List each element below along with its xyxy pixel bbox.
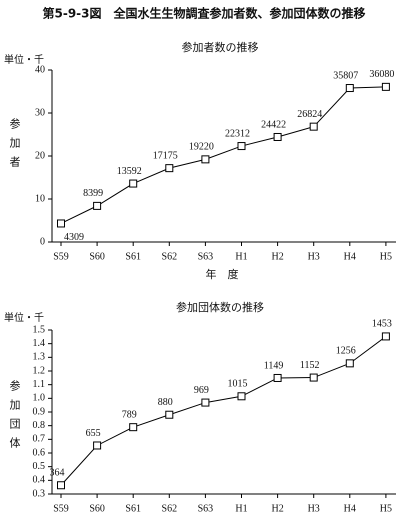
y-tick-label: 0.9 — [33, 406, 46, 417]
chart-title: 参加者数の推移 — [182, 40, 259, 54]
data-marker — [237, 392, 246, 401]
data-marker — [57, 481, 65, 490]
x-tick-label: H1 — [235, 251, 247, 262]
x-tick-label: H3 — [308, 503, 320, 514]
data-marker — [129, 423, 138, 432]
data-label: 26824 — [297, 109, 322, 120]
data-marker — [129, 179, 138, 188]
y-tick-label: 40 — [35, 64, 45, 75]
data-label: 1152 — [300, 360, 320, 371]
x-tick-label: S63 — [198, 251, 214, 262]
page-title: 第5-9-3図 全国水生生物調査参加者数、参加団体数の推移 — [42, 6, 365, 21]
y-tick-label: 20 — [35, 150, 45, 161]
x-tick-label: H4 — [344, 251, 356, 262]
data-marker — [345, 359, 354, 368]
x-tick-label: H2 — [271, 503, 283, 514]
data-label: 789 — [122, 409, 137, 420]
y-tick-label: 1.3 — [33, 352, 46, 363]
data-marker — [201, 155, 210, 164]
data-marker — [57, 219, 65, 228]
x-tick-label: S61 — [125, 503, 141, 514]
y-tick-label: 1.5 — [33, 324, 46, 335]
data-label: 1256 — [336, 346, 356, 357]
y-tick-label: 0 — [40, 236, 45, 247]
y-tick-label: 0.6 — [33, 447, 46, 458]
chart-title: 参加団体数の推移 — [176, 300, 264, 314]
data-label: 1015 — [228, 379, 248, 390]
data-label: 19220 — [189, 142, 214, 153]
y-tick-label: 1.1 — [33, 379, 46, 390]
data-label: 1149 — [264, 360, 284, 371]
unit-label: 単位・千 — [4, 53, 44, 66]
y-tick-label: 1.2 — [33, 365, 46, 376]
y-tick-label: 0.3 — [33, 488, 46, 499]
x-tick-label: S62 — [162, 503, 178, 514]
y-tick-label: 1.4 — [33, 338, 46, 349]
y-tick-label: 0.8 — [33, 420, 46, 431]
y-axis-label: 参加者 — [8, 117, 21, 175]
data-label: 13592 — [117, 166, 142, 177]
data-label: 1453 — [372, 319, 392, 330]
data-label: 22312 — [225, 128, 250, 139]
y-tick-label: 0.4 — [33, 475, 46, 486]
data-label: 880 — [158, 397, 173, 408]
x-tick-label: S61 — [125, 251, 141, 262]
data-line — [60, 86, 386, 224]
x-tick-label: S60 — [89, 251, 105, 262]
data-label: 4309 — [64, 232, 84, 243]
data-label: 364 — [50, 468, 65, 479]
x-tick-label: H5 — [380, 503, 392, 514]
x-tick-label: H4 — [344, 503, 356, 514]
x-tick-label: H5 — [380, 251, 392, 262]
x-tick-label: S62 — [162, 251, 178, 262]
y-tick-label: 1.0 — [33, 393, 46, 404]
data-marker — [309, 373, 318, 382]
data-marker — [273, 132, 282, 141]
data-label: 655 — [86, 428, 101, 439]
data-line — [60, 336, 387, 486]
x-tick-label: H3 — [308, 251, 320, 262]
y-axis-label: 参加団体 — [8, 379, 21, 456]
y-tick-label: 30 — [35, 107, 45, 118]
y-tick-label: 0.5 — [33, 461, 46, 472]
x-tick-label: S59 — [53, 503, 69, 514]
data-marker — [93, 201, 102, 210]
unit-label: 単位・千 — [4, 311, 44, 324]
data-marker — [165, 410, 174, 419]
data-marker — [201, 398, 210, 407]
data-marker — [273, 373, 282, 382]
x-axis-label: 年 度 — [206, 267, 239, 281]
data-label: 969 — [194, 385, 209, 396]
data-label: 8399 — [83, 188, 103, 199]
x-tick-label: H2 — [271, 251, 283, 262]
data-label: 35807 — [333, 70, 358, 81]
data-marker — [345, 84, 354, 93]
x-tick-label: S60 — [89, 503, 105, 514]
data-label: 17175 — [153, 150, 178, 161]
x-tick-label: S63 — [198, 503, 214, 514]
data-marker — [93, 441, 102, 450]
data-marker — [165, 164, 174, 173]
data-label: 36080 — [369, 69, 394, 80]
data-marker — [309, 122, 318, 131]
x-tick-label: S59 — [53, 251, 69, 262]
x-tick-label: H1 — [235, 503, 247, 514]
y-tick-label: 0.7 — [33, 434, 46, 445]
data-marker — [237, 142, 246, 151]
y-tick-label: 10 — [35, 193, 45, 204]
data-marker — [381, 82, 390, 91]
data-label: 24422 — [261, 119, 286, 130]
data-marker — [381, 332, 390, 341]
